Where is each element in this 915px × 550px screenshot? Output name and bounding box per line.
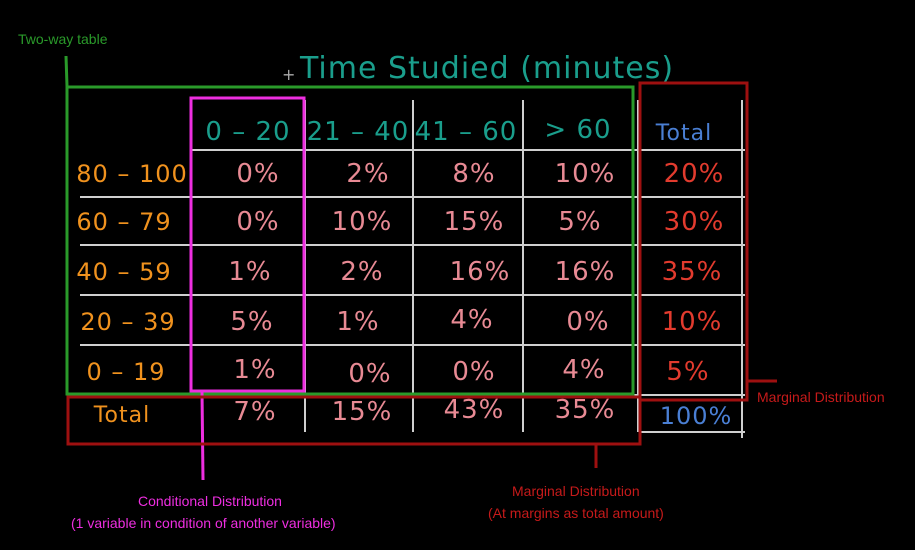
table-cell: 8% [452,159,495,189]
table-cell: 0% [566,307,609,337]
table-cell: 15% [444,207,505,237]
table-cell: 10% [555,159,616,189]
two-way-table-pointer [64,55,69,87]
table-cell: 16% [450,257,511,287]
total-column-cell: 10% [662,307,723,337]
table-cell: 0% [236,207,279,237]
column-header: 0 – 20 [205,117,290,147]
table-cell: 4% [450,305,493,335]
column-header: > 60 [544,115,611,145]
table-cell: 5% [230,307,273,337]
marginal-column-box [638,81,749,402]
total-row-cell: 35% [555,395,616,425]
total-row-cell: 15% [332,397,393,427]
conditional-distribution-sublabel: (1 variable in condition of another vari… [71,515,336,531]
row-label: 60 – 79 [76,208,171,236]
conditional-distribution-box [189,96,306,393]
conditional-distribution-pointer [200,391,205,481]
row-label: 20 – 39 [80,308,175,336]
total-column-cell: 35% [662,257,723,287]
total-column-cell: 5% [666,357,709,387]
two-way-table-box [65,85,635,396]
table-cell: 5% [558,207,601,237]
marginal-distribution-bottom-label: Marginal Distribution [512,483,640,499]
table-cell: 2% [340,257,383,287]
table-cell: 1% [228,257,271,287]
two-way-table-label: Two-way table [18,31,108,47]
table-title: Time Studied (minutes) [299,51,674,86]
row-label: 0 – 19 [86,358,165,386]
total-column-cell: 20% [664,159,725,189]
table-cell: 10% [332,207,393,237]
total-column-cell: 30% [664,207,725,237]
column-header-total: Total [655,121,712,146]
table-cell: 1% [336,307,379,337]
cursor-crosshair-icon: + [282,65,295,84]
marginal-row-box [66,395,642,446]
table-cell: 0% [348,359,391,389]
column-header: 21 – 40 [307,117,410,147]
column-header: 41 – 60 [415,117,518,147]
row-label-total: Total [93,403,150,428]
table-cell: 16% [555,257,616,287]
table-cell: 0% [236,159,279,189]
total-row-cell: 7% [233,397,276,427]
marginal-distribution-bottom-sublabel: (At margins as total amount) [488,505,664,521]
marginal-distribution-right-label: Marginal Distribution [757,389,885,405]
conditional-distribution-label: Conditional Distribution [138,493,282,509]
total-row-cell: 43% [444,395,505,425]
table-cell: 2% [346,159,389,189]
table-cell: 4% [562,355,605,385]
row-label: 40 – 59 [76,258,171,286]
table-cell: 0% [452,357,495,387]
grand-total-cell: 100% [660,402,733,430]
table-grid [80,100,745,438]
row-label: 80 – 100 [76,160,188,188]
table-cell: 1% [233,355,276,385]
